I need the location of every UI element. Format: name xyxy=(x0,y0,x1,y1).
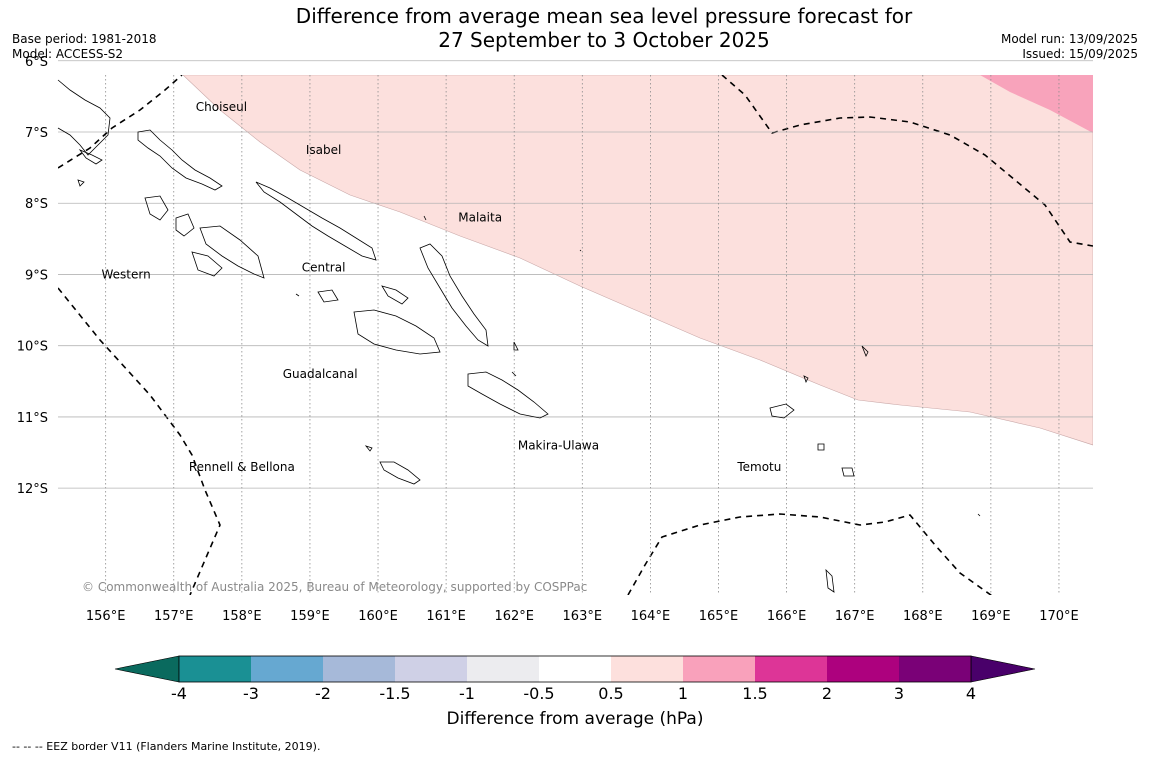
colorbar-tick-label: 1 xyxy=(677,684,689,703)
anomaly-region-1-to-1-5 xyxy=(980,75,1093,133)
coastlines xyxy=(57,79,981,593)
lon-tick-label: 165°E xyxy=(699,609,739,624)
lat-tick-label: 9°S xyxy=(25,268,48,283)
lat-tick-label: 6°S xyxy=(25,55,48,70)
colorbar-swatch-7 xyxy=(683,656,755,682)
issued-text: Issued: 15/09/2025 xyxy=(1022,47,1138,61)
lon-tick-label: 170°E xyxy=(1039,609,1079,624)
colorbar-tick-label: 3 xyxy=(893,684,905,703)
colorbar-tick-label: -3 xyxy=(243,684,259,703)
choiseul-island xyxy=(137,129,223,191)
isabel-island xyxy=(255,181,377,261)
province-label: Western xyxy=(101,267,150,281)
province-label: Rennell & Bellona xyxy=(189,460,295,474)
province-label: Guadalcanal xyxy=(283,367,358,381)
guadalcanal-island xyxy=(353,309,441,355)
title-line-1: Difference from average mean sea level p… xyxy=(295,4,913,28)
lat-tick-label: 11°S xyxy=(17,411,48,426)
small-islets-north xyxy=(77,179,582,377)
model-run-text: Model run: 13/09/2025 xyxy=(1000,32,1138,46)
lat-tick-label: 12°S xyxy=(17,482,48,497)
colorbar-swatch-8 xyxy=(755,656,827,682)
lon-tick-label: 161°E xyxy=(426,609,466,624)
lon-tick-label: 164°E xyxy=(631,609,671,624)
colorbar-swatch-6 xyxy=(611,656,683,682)
lon-tick-label: 157°E xyxy=(154,609,194,624)
province-label: Isabel xyxy=(306,143,341,157)
lon-tick-label: 163°E xyxy=(563,609,603,624)
province-label: Temotu xyxy=(736,460,781,474)
province-label: Central xyxy=(302,260,346,274)
colorbar-tick-label: -1.5 xyxy=(379,684,411,703)
colorbar-tick-label: 2 xyxy=(821,684,833,703)
colorbar-swatch-3 xyxy=(395,656,467,682)
bellona-island xyxy=(364,445,373,452)
makira-island xyxy=(467,371,549,419)
province-label: Choiseul xyxy=(196,100,247,114)
header-right: Model run: 13/09/2025 Issued: 15/09/2025 xyxy=(1001,32,1138,62)
colorbar-swatch-5 xyxy=(539,656,611,682)
colorbar-extend-low xyxy=(114,655,180,683)
malaita-island xyxy=(419,243,489,347)
bougainville-island xyxy=(57,79,111,156)
lon-tick-label: 168°E xyxy=(903,609,943,624)
eez-border-east xyxy=(721,75,1093,247)
header-left: Base period: 1981-2018 Model: ACCESS-S2 xyxy=(12,32,157,62)
new-georgia-group xyxy=(144,195,265,279)
lat-tick-label: 10°S xyxy=(17,340,48,355)
colorbar-tick-label: -2 xyxy=(315,684,331,703)
colorbar-title: Difference from average (hPa) xyxy=(446,709,704,729)
map-title: Difference from average mean sea level p… xyxy=(0,4,1150,52)
colorbar-swatch-10 xyxy=(899,656,971,682)
anomaly-region-0-5-to-1 xyxy=(182,75,1093,446)
province-label: Malaita xyxy=(458,210,502,224)
colorbar-swatch-1 xyxy=(251,656,323,682)
lon-tick-label: 169°E xyxy=(971,609,1011,624)
model-text: Model: ACCESS-S2 xyxy=(12,47,124,61)
colorbar-tick-label: 0.5 xyxy=(598,684,624,703)
eez-border-west xyxy=(58,287,221,595)
colorbar-frame xyxy=(178,655,972,683)
colorbar-swatch-9 xyxy=(827,656,899,682)
colorbar-tick-label: -1 xyxy=(459,684,475,703)
colorbar-swatch-4 xyxy=(467,656,539,682)
lon-tick-label: 162°E xyxy=(494,609,534,624)
colorbar-swatch-2 xyxy=(323,656,395,682)
buka-island xyxy=(78,149,103,165)
colorbar-swatch-0 xyxy=(179,656,251,682)
eez-footnote: -- -- -- EEZ border V11 (Flanders Marine… xyxy=(12,740,321,753)
lon-tick-label: 158°E xyxy=(222,609,262,624)
eez-border-north-west xyxy=(58,75,183,169)
colorbar-tick-label: -4 xyxy=(171,684,187,703)
rennell-island xyxy=(379,461,421,485)
lon-tick-label: 159°E xyxy=(290,609,330,624)
base-period-text: Base period: 1981-2018 xyxy=(12,32,157,46)
southern-islets xyxy=(825,513,981,593)
colorbar-tick-label: -0.5 xyxy=(523,684,555,703)
colorbar-tick-label: 1.5 xyxy=(742,684,768,703)
colorbar-extend-high xyxy=(970,655,1036,683)
province-label: Makira-Ulawa xyxy=(518,438,599,452)
colorbar-tick-label: 4 xyxy=(965,684,977,703)
lon-tick-label: 166°E xyxy=(767,609,807,624)
copyright-text: © Commonwealth of Australia 2025, Bureau… xyxy=(82,580,588,594)
lon-tick-label: 156°E xyxy=(86,609,126,624)
lon-tick-label: 160°E xyxy=(358,609,398,624)
lat-tick-label: 7°S xyxy=(25,126,48,141)
colorbar xyxy=(114,655,1036,683)
lon-tick-label: 167°E xyxy=(835,609,875,624)
lat-tick-label: 8°S xyxy=(25,197,48,212)
eez-border-south xyxy=(627,513,993,595)
santa-cruz-islands xyxy=(769,345,869,477)
central-islands xyxy=(317,285,409,305)
title-line-2: 27 September to 3 October 2025 xyxy=(438,28,770,52)
